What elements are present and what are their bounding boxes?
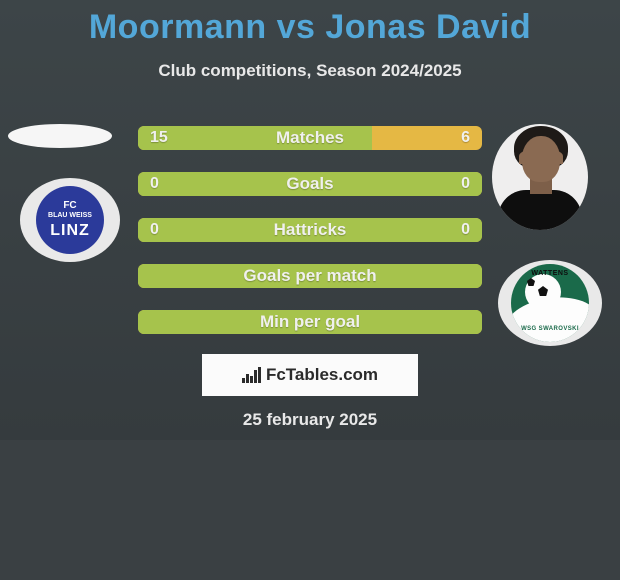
club-right-badge: WATTENS WSG SWAROVSKI — [498, 260, 602, 346]
stat-bar: Min per goal — [138, 310, 482, 334]
stat-left-value: 0 — [150, 175, 159, 193]
stat-left-value: 0 — [150, 221, 159, 239]
stat-bar: Goals0 0 — [138, 172, 482, 196]
club-left-line3: LINZ — [50, 222, 90, 240]
stat-right-value: 0 — [461, 221, 470, 239]
stat-right-value: 0 — [461, 175, 470, 193]
stat-bar: Hattricks0 0 — [138, 218, 482, 242]
stat-bar-label: Goals per match — [138, 266, 482, 286]
stat-left-value: 15 — [150, 129, 168, 147]
comparison-bars: Matches156Goals00Hattricks00Goals per ma… — [138, 126, 482, 356]
page-subtitle: Club competitions, Season 2024/2025 — [0, 61, 620, 81]
player-left-avatar — [8, 124, 112, 148]
club-left-line1: FC — [63, 200, 76, 212]
watermark-text: FcTables.com — [266, 365, 378, 385]
stat-bar: Matches15 6 — [138, 126, 482, 150]
club-left-badge: FC BLAU WEISS LINZ — [20, 178, 120, 262]
watermark: FcTables.com — [202, 354, 418, 396]
bar-chart-icon — [242, 367, 262, 383]
stat-bar-label: Min per goal — [138, 312, 482, 332]
club-left-line2: BLAU WEISS — [48, 212, 92, 220]
page-title: Moormann vs Jonas David — [0, 8, 620, 47]
stat-right-value: 6 — [461, 129, 470, 147]
stat-bar-label: Matches — [138, 128, 482, 148]
stat-bar-label: Goals — [138, 174, 482, 194]
content-root: Moormann vs Jonas David Club competition… — [0, 0, 620, 81]
stat-bar-label: Hattricks — [138, 220, 482, 240]
club-right-bottom-text: WSG SWAROVSKI — [511, 326, 589, 332]
club-right-top-text: WATTENS — [511, 270, 589, 277]
club-left-badge-inner: FC BLAU WEISS LINZ — [36, 186, 104, 254]
snapshot-date: 25 february 2025 — [0, 410, 620, 430]
stat-bar: Goals per match — [138, 264, 482, 288]
club-right-badge-inner: WATTENS WSG SWAROVSKI — [511, 264, 589, 342]
player-right-avatar — [492, 124, 588, 230]
